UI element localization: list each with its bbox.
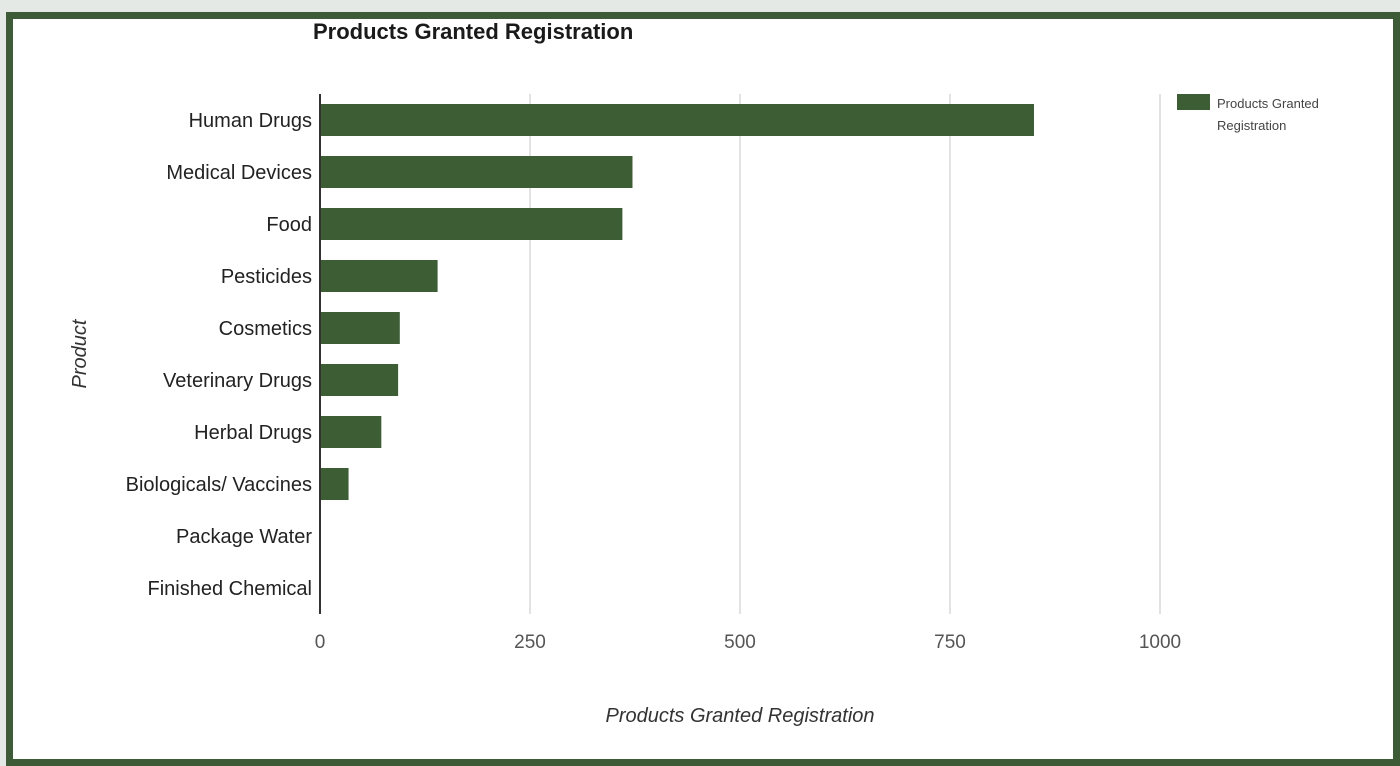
category-label: Herbal Drugs — [194, 422, 312, 444]
gridlines — [529, 94, 1161, 614]
category-label: Food — [266, 214, 312, 236]
bar — [320, 104, 1034, 136]
bar — [320, 312, 400, 344]
x-tick-label: 500 — [724, 632, 756, 653]
category-label: Biologicals/ Vaccines — [126, 474, 312, 496]
bar-chart: Human Drugs Medical Devices Food Pesticides… — [69, 94, 1319, 727]
x-tick-label: 1000 — [1139, 632, 1181, 653]
x-tick-label: 750 — [934, 632, 966, 653]
category-label: Human Drugs — [189, 110, 312, 132]
category-label: Finished Chemical — [147, 578, 312, 600]
bar — [320, 260, 438, 292]
chart-frame — [6, 12, 1400, 766]
bars — [320, 104, 1034, 500]
legend: Products Granted Registration — [1177, 94, 1319, 133]
tick-labels: 0 250 500 750 1000 — [315, 632, 1181, 653]
category-labels: Human Drugs Medical Devices Food Pesticides… — [126, 110, 313, 600]
legend-label-line-1: Products Granted — [1217, 96, 1319, 111]
bar — [320, 468, 349, 500]
legend-swatch — [1177, 94, 1210, 110]
category-label: Pesticides — [221, 266, 312, 288]
category-label: Package Water — [176, 526, 312, 548]
category-label: Medical Devices — [166, 162, 312, 184]
bar — [320, 208, 623, 240]
category-label: Cosmetics — [219, 318, 312, 340]
x-axis-title: Products Granted Registration — [605, 705, 874, 727]
bar — [320, 364, 399, 396]
x-tick-label: 0 — [315, 632, 326, 653]
legend-label-line-2: Registration — [1217, 118, 1286, 133]
chart-title: Products Granted Registration — [313, 19, 634, 44]
x-tick-label: 250 — [514, 632, 546, 653]
y-axis-title: Product — [69, 318, 91, 388]
bar — [320, 416, 382, 448]
bar — [320, 156, 633, 188]
category-label: Veterinary Drugs — [163, 370, 312, 392]
